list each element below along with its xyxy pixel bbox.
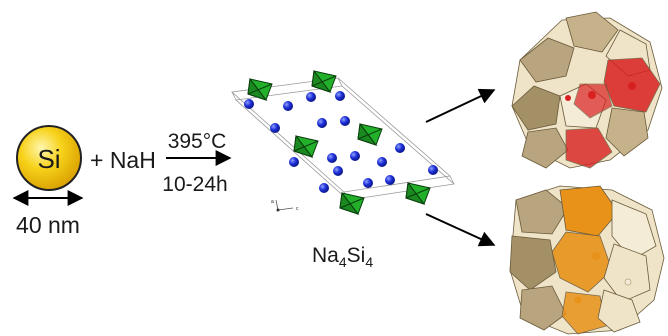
si4-tetrahedron <box>405 181 431 205</box>
si-label: Si <box>37 144 60 174</box>
axis-indicator: a c <box>271 199 299 212</box>
si4-tetrahedron <box>311 69 337 93</box>
na-atom <box>385 175 395 185</box>
si4-tetrahedron <box>339 191 365 215</box>
size-label: 40 nm <box>16 212 80 238</box>
na-atom <box>317 118 327 128</box>
na-atom <box>306 92 316 102</box>
na-atom <box>428 165 438 175</box>
na4si4-crystal-structure <box>231 69 455 215</box>
si4-tetrahedron <box>293 134 319 158</box>
axis-label-a: a <box>271 199 274 205</box>
branch-arrow-icon <box>425 213 496 247</box>
na-atom <box>335 91 345 101</box>
na-atom <box>333 166 343 176</box>
clathrate-structure-orange <box>509 185 665 335</box>
clathrate-structure-red <box>511 11 663 169</box>
na-atom <box>283 101 293 111</box>
na-atom <box>327 153 337 163</box>
temperature-label: 395°C <box>168 130 227 153</box>
time-label: 10-24h <box>162 173 227 196</box>
na-atom <box>319 183 329 193</box>
na-atom <box>244 99 254 109</box>
si4-tetrahedron <box>247 77 273 101</box>
na-atom <box>363 178 373 188</box>
si4-tetrahedron <box>357 122 383 146</box>
branch-arrow-icon <box>425 88 496 123</box>
na-atom <box>395 143 405 153</box>
reagent-label: + NaH <box>90 147 156 173</box>
na-atom <box>340 116 350 126</box>
intermediate-formula: Na4Si4 <box>312 244 373 270</box>
na-atom <box>350 151 360 161</box>
na-atom <box>289 157 299 167</box>
na-atom <box>270 123 280 133</box>
axis-label-c: c <box>296 206 299 212</box>
na-atom <box>377 157 387 167</box>
